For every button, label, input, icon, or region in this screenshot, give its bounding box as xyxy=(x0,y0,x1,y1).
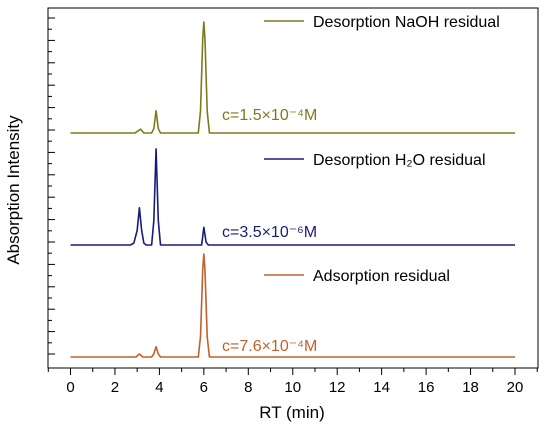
chart-traces xyxy=(70,21,515,358)
x-tick-label: 10 xyxy=(284,379,301,396)
concentration-label: c=1.5×10⁻⁴M xyxy=(222,107,317,124)
x-tick-label: 0 xyxy=(66,379,74,396)
y-axis-label: Absorption Intensity xyxy=(4,115,23,265)
x-tick-label: 6 xyxy=(200,379,208,396)
x-tick-label: 18 xyxy=(462,379,479,396)
x-tick-label: 20 xyxy=(507,379,524,396)
concentration-label: c=3.5×10⁻⁶M xyxy=(222,224,317,241)
legend-label: Adsorption residual xyxy=(313,268,450,285)
x-tick-label: 12 xyxy=(329,379,346,396)
x-axis-label: RT (min) xyxy=(259,403,325,422)
x-tick-label: 8 xyxy=(244,379,252,396)
x-axis-ticks: 0 2 4 6 8 10 12 14 16 18 20 xyxy=(47,368,538,396)
x-tick-label: 14 xyxy=(373,379,390,396)
chart-legends: Desorption NaOH residual c=1.5×10⁻⁴M Desor… xyxy=(222,14,500,355)
legend-label: Desorption NaOH residual xyxy=(313,14,500,31)
legend-label: Desorption H₂O residual xyxy=(313,152,486,169)
concentration-label: c=7.6×10⁻⁴M xyxy=(222,338,317,355)
x-tick-label: 16 xyxy=(418,379,435,396)
x-tick-label: 2 xyxy=(111,379,119,396)
series-line xyxy=(70,148,515,246)
series-line xyxy=(70,253,515,358)
y-axis-ticks xyxy=(48,17,55,355)
x-tick-label: 4 xyxy=(155,379,163,396)
series-line xyxy=(70,21,515,134)
